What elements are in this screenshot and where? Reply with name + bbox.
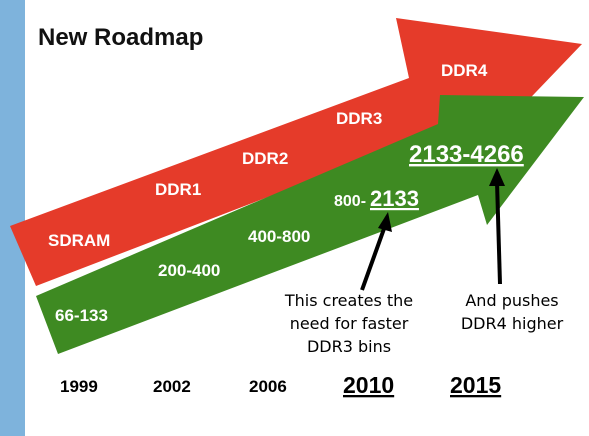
side-bar (0, 0, 25, 436)
green-arrow (36, 95, 584, 354)
red-arrow (10, 18, 582, 286)
year-2002: 2002 (153, 377, 191, 396)
label-800-prefix: 800- (334, 193, 366, 210)
label-ddr2: DDR2 (242, 149, 288, 168)
label-ddr4: DDR4 (441, 61, 488, 80)
label-400-800: 400-800 (248, 227, 310, 246)
page-title: New Roadmap (38, 24, 203, 51)
label-2133: 2133 (370, 186, 419, 211)
pointer-left (360, 212, 392, 291)
note-right-line-2: DDR4 higher (461, 314, 564, 333)
year-2006: 2006 (249, 377, 287, 396)
label-2133-4266: 2133-4266 (409, 141, 524, 168)
label-sdram: SDRAM (48, 231, 110, 250)
year-2010: 2010 (343, 372, 394, 398)
label-ddr3: DDR3 (336, 109, 382, 128)
label-66-133: 66-133 (55, 306, 108, 325)
year-1999: 1999 (60, 377, 98, 396)
label-ddr1: DDR1 (155, 180, 201, 199)
label-200-400: 200-400 (158, 261, 220, 280)
pointer-right (489, 168, 505, 285)
note-right-line-1: And pushes (465, 291, 558, 310)
year-2015: 2015 (450, 372, 501, 398)
note-left-line-1: This creates the (284, 291, 413, 310)
note-left-line-3: DDR3 bins (307, 337, 391, 356)
note-left-line-2: need for faster (290, 314, 409, 333)
